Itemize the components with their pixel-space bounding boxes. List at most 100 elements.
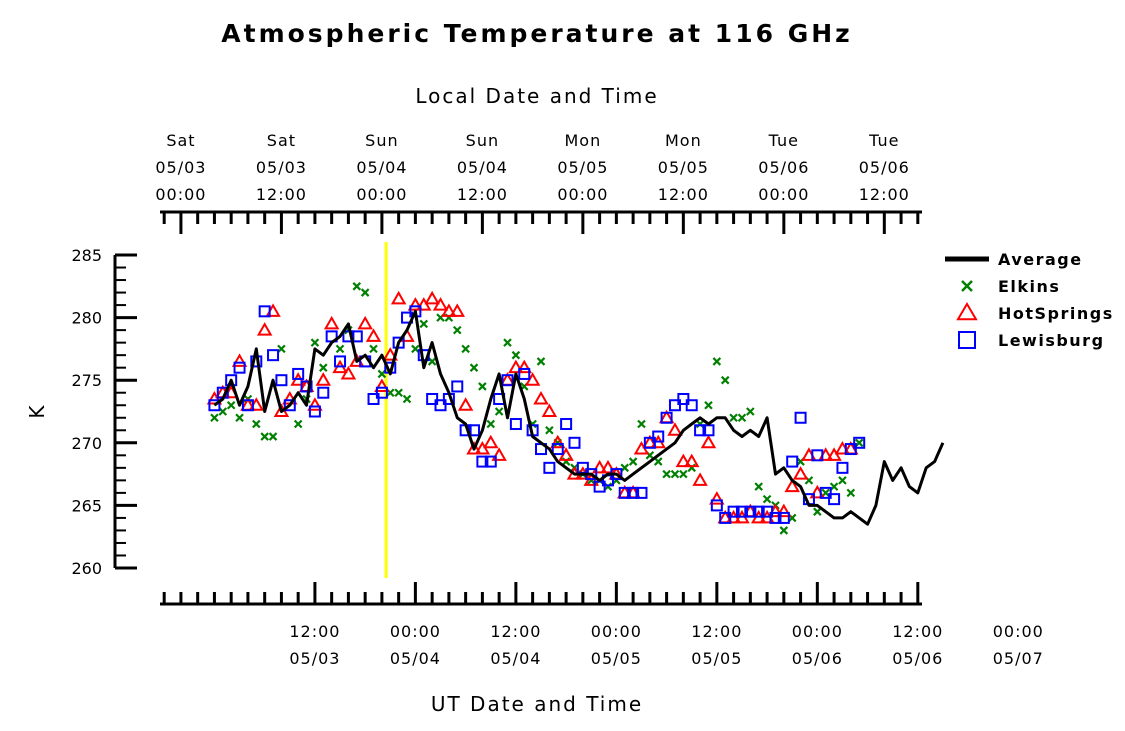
data-point-lewisburg: [342, 330, 355, 343]
data-point-elkins: [360, 288, 370, 297]
legend-item-elkins: Elkins: [961, 277, 1059, 296]
data-point-elkins: [779, 526, 789, 535]
data-point-elkins: [310, 338, 320, 347]
legend-label: Lewisburg: [998, 331, 1105, 350]
data-point-elkins: [369, 344, 378, 354]
data-point-elkins: [813, 507, 822, 516]
data-point-elkins: [679, 469, 688, 479]
data-point-hotsprings: [466, 441, 482, 455]
legend-item-hotsprings: HotSprings: [956, 302, 1112, 323]
top-tick-label-date: 05/05: [658, 158, 709, 177]
top-tick-label-date: 05/06: [758, 158, 809, 177]
legend-swatch-x: [961, 280, 973, 292]
data-point-hotsprings: [541, 403, 558, 417]
data-point-elkins: [319, 363, 328, 372]
data-point-elkins: [293, 419, 303, 429]
top-tick-label-time: 12:00: [859, 185, 910, 204]
top-tick-label-day: Sun: [365, 131, 398, 150]
data-point-hotsprings: [508, 359, 524, 374]
top-tick-label-day: Tue: [768, 131, 799, 150]
data-point-elkins: [277, 344, 286, 354]
top-tick-label-date: 05/03: [155, 158, 206, 177]
data-point-elkins: [637, 419, 646, 429]
data-point-lewisburg: [627, 486, 640, 499]
top-tick-label-day: Sun: [466, 131, 499, 150]
data-point-hotsprings: [667, 422, 683, 436]
top-axis-title: Local Date and Time: [415, 84, 658, 108]
top-tick-label-date: 05/04: [457, 158, 508, 177]
top-tick-label-time: 00:00: [155, 185, 206, 204]
data-point-lewisburg: [241, 399, 254, 412]
data-point-elkins: [603, 482, 613, 491]
bottom-tick-label-date: 05/04: [390, 649, 441, 668]
data-point-lewisburg: [777, 511, 790, 524]
data-point-lewisburg: [828, 493, 841, 506]
data-point-hotsprings: [307, 397, 323, 411]
data-point-elkins: [729, 413, 738, 423]
data-point-elkins: [838, 476, 847, 485]
data-point-hotsprings: [709, 491, 725, 505]
data-point-lewisburg: [685, 399, 698, 412]
data-point-hotsprings: [483, 434, 499, 449]
bottom-tick-label-time: 12:00: [691, 622, 742, 641]
data-point-hotsprings: [600, 459, 616, 474]
data-point-hotsprings: [315, 372, 332, 386]
data-point-elkins: [411, 344, 420, 354]
data-point-hotsprings: [675, 453, 692, 468]
bottom-axis-title: UT Date and Time: [431, 692, 643, 716]
data-point-lewisburg: [509, 418, 522, 431]
data-point-lewisburg: [794, 411, 807, 424]
data-point-elkins: [394, 388, 403, 397]
data-point-elkins: [545, 426, 554, 435]
data-point-elkins: [653, 457, 663, 466]
data-point-elkins: [628, 457, 638, 466]
bottom-tick-label-time: 00:00: [993, 622, 1044, 641]
data-point-elkins: [821, 488, 830, 498]
top-axis: Sat 05/03 00:00 Sat 05/03 12:00 Sun 05/04 00:00 S…: [155, 131, 922, 234]
data-point-lewisburg: [710, 499, 723, 512]
legend-swatch-square: [958, 331, 976, 349]
data-point-elkins: [846, 488, 856, 498]
top-tick-label-day: Mon: [665, 131, 702, 150]
data-point-hotsprings: [382, 347, 398, 361]
data-point-elkins: [494, 407, 504, 416]
data-point-hotsprings: [692, 472, 708, 486]
data-point-lewisburg: [844, 443, 857, 456]
data-point-hotsprings: [516, 359, 532, 374]
y-axis-label: K: [25, 403, 49, 418]
bottom-tick-label-date: 05/06: [892, 649, 943, 668]
data-point-elkins: [536, 357, 546, 366]
data-point-elkins: [419, 319, 429, 329]
data-point-lewisburg: [292, 367, 305, 380]
data-point-hotsprings: [390, 290, 407, 305]
data-point-hotsprings: [374, 378, 390, 392]
data-point-elkins: [712, 357, 722, 366]
data-point-hotsprings: [231, 353, 248, 367]
data-point-lewisburg: [568, 436, 581, 449]
data-point-elkins: [762, 494, 772, 504]
data-point-lewisburg: [518, 367, 531, 380]
y-tick-label: 265: [71, 496, 102, 515]
chart-title: Atmospheric Temperature at 116 GHz: [221, 19, 852, 48]
data-point-hotsprings: [416, 297, 432, 311]
series-line-average: [213, 309, 945, 526]
data-point-lewisburg: [225, 374, 238, 387]
data-point-lewisburg: [652, 430, 665, 443]
data-point-hotsprings: [792, 466, 809, 480]
bottom-tick-label-date: 05/05: [691, 649, 742, 668]
top-tick-label-time: 12:00: [457, 185, 508, 204]
data-point-lewisburg: [233, 361, 246, 374]
top-tick-label-time: 00:00: [758, 185, 809, 204]
bottom-tick-label-date: 05/04: [490, 649, 541, 668]
data-point-hotsprings: [491, 447, 507, 461]
top-tick-label-day: Mon: [565, 131, 602, 150]
bottom-tick-label-date: 05/05: [591, 649, 642, 668]
y-tick-label: 260: [71, 559, 102, 578]
data-point-lewisburg: [668, 399, 681, 412]
top-tick-label-date: 05/03: [256, 158, 307, 177]
data-point-lewisburg: [660, 411, 673, 424]
y-axis: 260 265 270 275 280 285: [71, 246, 137, 578]
data-point-lewisburg: [727, 505, 740, 518]
bottom-tick-label-time: 12:00: [490, 622, 541, 641]
data-point-hotsprings: [826, 447, 842, 461]
